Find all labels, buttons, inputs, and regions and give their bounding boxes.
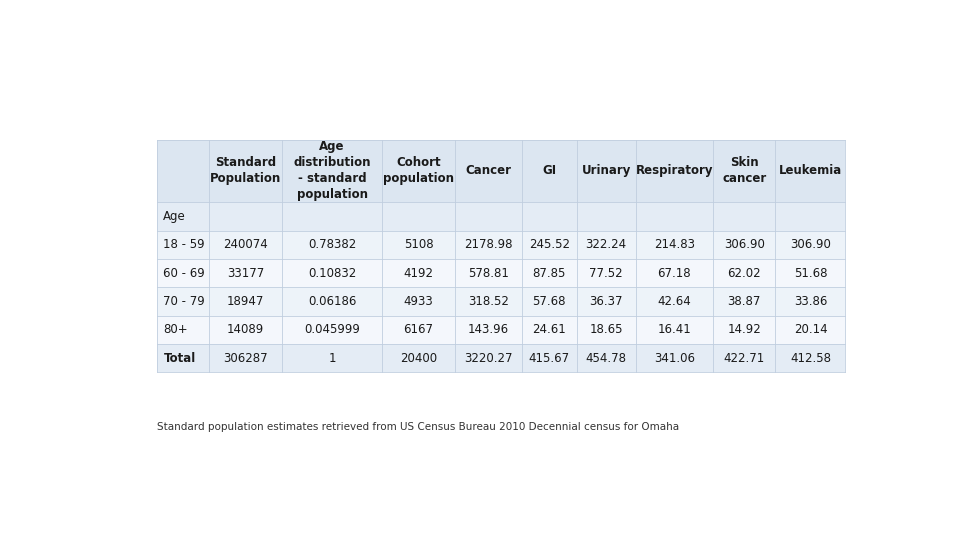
Text: 6167: 6167: [403, 323, 434, 336]
Text: 245.52: 245.52: [529, 238, 569, 251]
Text: 62.02: 62.02: [728, 267, 761, 280]
Bar: [157, 231, 846, 259]
Text: 1: 1: [328, 352, 336, 365]
Text: 415.67: 415.67: [529, 352, 569, 365]
Text: 143.96: 143.96: [468, 323, 509, 336]
Text: Age: Age: [163, 210, 186, 223]
Text: Urinary: Urinary: [582, 164, 631, 177]
Text: 42.64: 42.64: [658, 295, 691, 308]
Text: Cancer: Cancer: [466, 164, 512, 177]
Text: 51.68: 51.68: [794, 267, 828, 280]
Text: 322.24: 322.24: [586, 238, 627, 251]
Text: 20400: 20400: [400, 352, 437, 365]
Text: 36.37: 36.37: [589, 295, 623, 308]
Text: 341.06: 341.06: [654, 352, 695, 365]
Text: Cohort
population: Cohort population: [383, 157, 454, 185]
Text: 306.90: 306.90: [790, 238, 830, 251]
Text: 4933: 4933: [403, 295, 433, 308]
Text: Total: Total: [163, 352, 196, 365]
Text: 16.41: 16.41: [658, 323, 691, 336]
Text: 2178.98: 2178.98: [465, 238, 513, 251]
Bar: [157, 202, 846, 231]
Text: 0.045999: 0.045999: [304, 323, 360, 336]
Text: 70 - 79: 70 - 79: [163, 295, 205, 308]
Text: 80+: 80+: [163, 323, 188, 336]
Text: 18947: 18947: [227, 295, 264, 308]
Text: 578.81: 578.81: [468, 267, 509, 280]
Text: 33.86: 33.86: [794, 295, 828, 308]
Bar: [157, 259, 846, 287]
Text: 422.71: 422.71: [724, 352, 765, 365]
Text: 20.14: 20.14: [794, 323, 828, 336]
Text: GI: GI: [542, 164, 556, 177]
Text: 5108: 5108: [404, 238, 433, 251]
Bar: [157, 140, 846, 202]
Text: 24.61: 24.61: [532, 323, 566, 336]
Text: 57.68: 57.68: [533, 295, 565, 308]
Bar: [157, 287, 846, 316]
Text: Standard population estimates retrieved from US Census Bureau 2010 Decennial cen: Standard population estimates retrieved …: [157, 422, 680, 431]
Text: Leukemia: Leukemia: [779, 164, 842, 177]
Text: 0.06186: 0.06186: [308, 295, 356, 308]
Text: 0.10832: 0.10832: [308, 267, 356, 280]
Text: 18 - 59: 18 - 59: [163, 238, 205, 251]
Text: 4192: 4192: [403, 267, 434, 280]
Text: 3220.27: 3220.27: [465, 352, 513, 365]
Text: 318.52: 318.52: [468, 295, 509, 308]
Text: 240074: 240074: [223, 238, 268, 251]
Text: Skin
cancer: Skin cancer: [722, 157, 766, 185]
Text: 454.78: 454.78: [586, 352, 627, 365]
Text: 87.85: 87.85: [533, 267, 565, 280]
Bar: [157, 344, 846, 373]
Text: 306287: 306287: [224, 352, 268, 365]
Text: Standard
Population: Standard Population: [210, 157, 281, 185]
Text: Age
distribution
- standard
population: Age distribution - standard population: [293, 140, 371, 201]
Text: 412.58: 412.58: [790, 352, 831, 365]
Text: 214.83: 214.83: [654, 238, 695, 251]
Text: 14.92: 14.92: [728, 323, 761, 336]
Bar: [157, 316, 846, 344]
Text: 60 - 69: 60 - 69: [163, 267, 205, 280]
Text: 0.78382: 0.78382: [308, 238, 356, 251]
Text: 33177: 33177: [227, 267, 264, 280]
Text: 18.65: 18.65: [589, 323, 623, 336]
Text: 306.90: 306.90: [724, 238, 764, 251]
Text: 38.87: 38.87: [728, 295, 761, 308]
Text: Respiratory: Respiratory: [636, 164, 713, 177]
Text: 77.52: 77.52: [589, 267, 623, 280]
Text: 14089: 14089: [227, 323, 264, 336]
Text: 67.18: 67.18: [658, 267, 691, 280]
